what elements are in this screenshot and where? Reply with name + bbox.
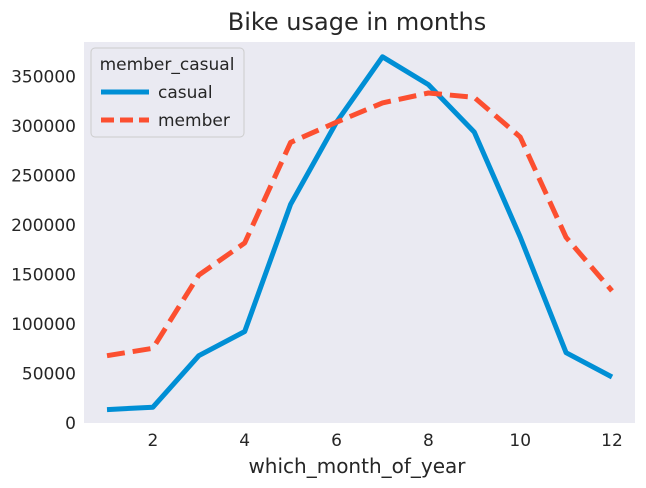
y-tick-label: 0 xyxy=(65,414,76,434)
x-tick-label: 8 xyxy=(423,431,434,451)
y-tick-label: 100000 xyxy=(11,315,76,335)
legend-title: member_casual xyxy=(100,55,235,75)
series-lines xyxy=(106,54,614,413)
legend-label-member: member xyxy=(158,111,230,131)
x-tick-labels: 2 4 6 8 10 12 xyxy=(147,431,622,451)
y-tick-label: 200000 xyxy=(11,216,76,236)
x-tick-label: 10 xyxy=(509,431,531,451)
x-axis-label: which_month_of_year xyxy=(248,454,466,478)
x-tick-label: 12 xyxy=(601,431,623,451)
y-tick-label: 50000 xyxy=(22,365,76,385)
x-tick-label: 2 xyxy=(147,431,158,451)
y-tick-labels: 0 50000 100000 150000 200000 250000 300000 3500… xyxy=(11,68,76,434)
y-tick-label: 150000 xyxy=(11,266,76,286)
legend-label-casual: casual xyxy=(158,83,213,103)
y-tick-label: 350000 xyxy=(11,68,76,88)
y-tick-label: 250000 xyxy=(11,167,76,187)
x-tick-label: 6 xyxy=(331,431,342,451)
x-tick-label: 4 xyxy=(239,431,250,451)
legend: member_casual casual member xyxy=(90,47,245,138)
series-line-member xyxy=(106,90,614,359)
chart-title: Bike usage in months xyxy=(228,8,487,36)
series-line-casual xyxy=(106,54,614,413)
legend-box xyxy=(90,47,245,138)
y-tick-label: 300000 xyxy=(11,117,76,137)
